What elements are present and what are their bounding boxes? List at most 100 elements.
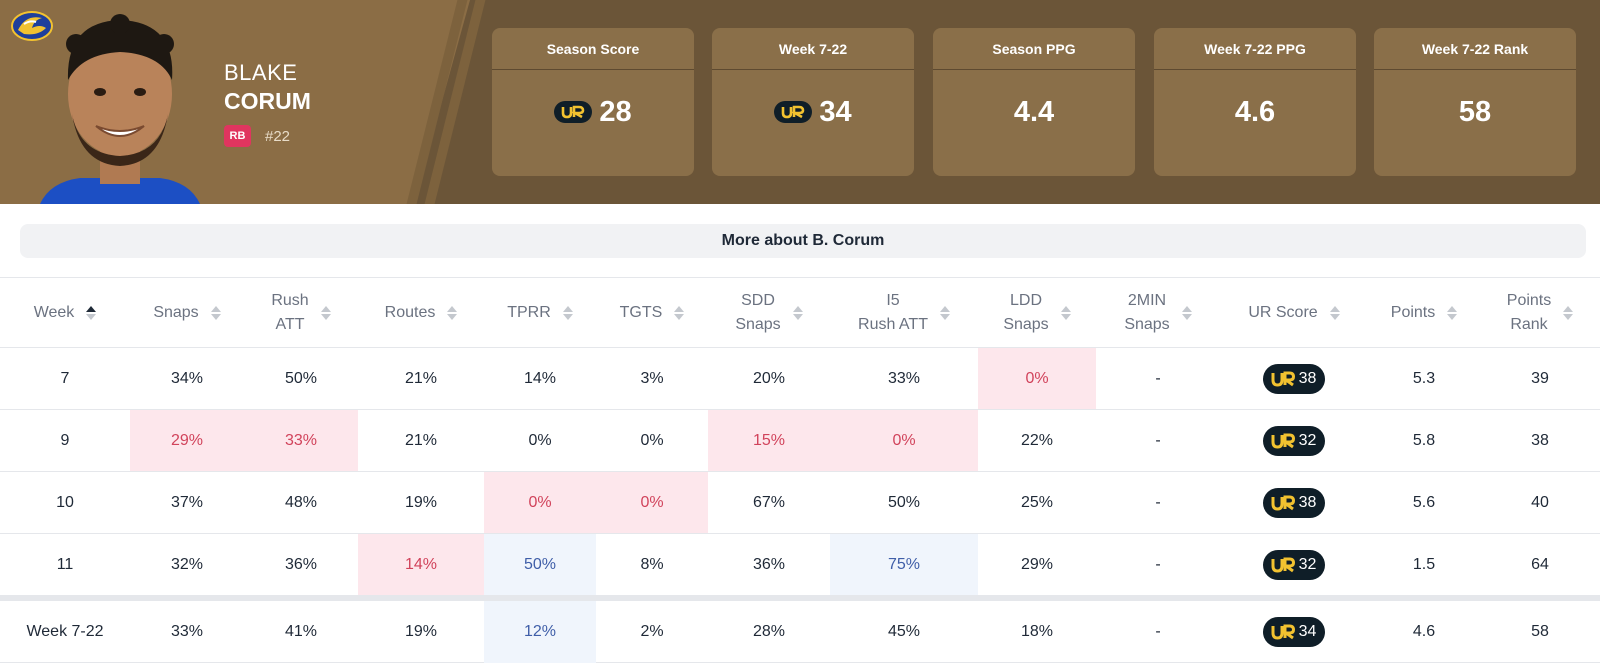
column-header-rush-att[interactable]: Rush ATT: [244, 278, 358, 348]
cell-routes: 19%: [404, 493, 438, 511]
ur-logo-icon: [1271, 371, 1299, 387]
cell-points: 1.5: [1412, 555, 1436, 573]
column-header-snaps[interactable]: Snaps: [130, 278, 244, 348]
cell-2min-snaps: -: [1155, 623, 1161, 640]
cell-rush-att: 33%: [244, 410, 358, 471]
player-header: BLAKE CORUM RB #22 Season Score 28 Week …: [0, 0, 1600, 204]
cell-i5-rush-att: 33%: [887, 369, 921, 387]
table-body: 7 34% 50% 21% 14% 3% 20% 33% 0% -38 5.3 39 9 29% 33% 21…: [0, 348, 1600, 596]
cell-points-rank: 38: [1531, 431, 1549, 449]
ur-logo-icon: [1271, 433, 1299, 449]
cell-ur-score: 32: [1220, 410, 1368, 471]
stat-card-value: 28: [492, 70, 694, 154]
cell-rush-att: 41%: [284, 623, 318, 640]
stat-card-season-ppg: Season PPG 4.4: [933, 28, 1135, 176]
table-header: Week Snaps Rush ATT Routes TPRR TGTS SDD Snaps I5…: [0, 278, 1600, 348]
column-header-ur-score[interactable]: UR Score: [1220, 278, 1368, 348]
table-row: 7 34% 50% 21% 14% 3% 20% 33% 0% - 38 5.3 39: [0, 348, 1600, 410]
total-separator: [0, 596, 1600, 601]
sort-icon[interactable]: [939, 305, 950, 321]
cell-snaps: 29%: [130, 410, 244, 471]
cell-sdd-snaps: 28%: [752, 623, 786, 640]
cell-snaps: 34%: [170, 369, 204, 387]
sort-icon[interactable]: [1060, 305, 1071, 321]
sort-icon[interactable]: [447, 305, 458, 321]
ur-logo-icon: [554, 101, 593, 123]
sort-icon[interactable]: [1563, 305, 1574, 321]
cell-ldd-snaps: 18%: [1020, 623, 1054, 640]
cell-points: 5.6: [1412, 493, 1436, 511]
column-header-ldd-snaps[interactable]: LDD Snaps: [978, 278, 1096, 348]
cell-tprr: 12%: [484, 601, 596, 663]
cell-points-rank: 64: [1531, 555, 1549, 573]
stat-card-value: 4.6: [1234, 95, 1276, 128]
cell-points: 4.6: [1412, 623, 1436, 640]
sort-icon[interactable]: [792, 305, 803, 321]
ur-logo-icon: [1271, 557, 1299, 573]
cell-week: 7: [60, 369, 70, 387]
stat-card-title: Week 7-22: [712, 28, 914, 70]
more-about-button[interactable]: More about B. Corum: [20, 224, 1586, 258]
sort-icon[interactable]: [320, 305, 331, 321]
cell-points-rank: 58: [1531, 623, 1549, 640]
cell-week: 9: [60, 431, 70, 449]
stat-card-week-rank: Week 7-22 Rank 58: [1374, 28, 1576, 176]
column-header-label: SDD Snaps: [735, 292, 781, 333]
cell-routes: 21%: [404, 369, 438, 387]
cell-tgts: 0%: [596, 472, 708, 533]
cell-tprr: 0%: [528, 431, 552, 449]
sort-icon[interactable]: [1447, 305, 1458, 321]
cell-points: 5.8: [1412, 431, 1436, 449]
stat-card-week-score: Week 7-22 34: [712, 28, 914, 176]
stat-card-title: Season PPG: [933, 28, 1135, 70]
player-headshot: [40, 14, 200, 204]
cell-ur-score: 38: [1220, 348, 1368, 409]
cell-ldd-snaps: 29%: [1020, 555, 1054, 573]
column-header-2min-snaps[interactable]: 2MIN Snaps: [1096, 278, 1220, 348]
cell-i5-rush-att: 50%: [887, 493, 921, 511]
week-score-value: 34: [819, 95, 852, 128]
jersey-number: #22: [265, 128, 291, 145]
cell-week: Week 7-22: [26, 623, 104, 640]
sort-icon[interactable]: [1181, 305, 1192, 321]
column-header-label: TPRR: [507, 304, 551, 321]
column-header-i5-rush-att[interactable]: I5 Rush ATT: [830, 278, 978, 348]
cell-i5-rush-att: 75%: [830, 534, 978, 595]
sort-ascending-icon[interactable]: [86, 305, 97, 321]
cell-rush-att: 48%: [284, 493, 318, 511]
column-header-points[interactable]: Points: [1368, 278, 1480, 348]
column-header-points-rank[interactable]: Points Rank: [1480, 278, 1600, 348]
column-header-tprr[interactable]: TPRR: [484, 278, 596, 348]
position-badge: RB: [224, 125, 251, 147]
ur-score-badge: 32: [1262, 549, 1326, 580]
table-row: 10 37% 48% 19% 0% 0% 67% 50% 25% - 38 5.6 40: [0, 472, 1600, 534]
cell-routes: 21%: [404, 431, 438, 449]
sort-icon[interactable]: [210, 305, 221, 321]
column-header-week[interactable]: Week: [0, 278, 130, 348]
stat-card-title: Week 7-22 PPG: [1154, 28, 1356, 70]
column-header-label: Points Rank: [1506, 292, 1552, 333]
cell-2min-snaps: -: [1155, 493, 1161, 511]
cell-i5-rush-att: 45%: [887, 623, 921, 640]
ur-logo-icon: [1271, 624, 1299, 640]
column-header-sdd-snaps[interactable]: SDD Snaps: [708, 278, 830, 348]
column-header-label: TGTS: [619, 304, 663, 321]
cell-points: 5.3: [1412, 369, 1436, 387]
cell-ur-score: 32: [1220, 534, 1368, 595]
stat-card-title: Season Score: [492, 28, 694, 70]
sort-icon[interactable]: [1329, 305, 1340, 321]
ur-score-badge: 38: [1262, 487, 1326, 518]
cell-routes: 19%: [404, 623, 438, 640]
cell-ldd-snaps: 0%: [978, 348, 1096, 409]
column-header-label: I5 Rush ATT: [858, 292, 928, 333]
cell-sdd-snaps: 67%: [752, 493, 786, 511]
stat-card-value: 4.4: [1013, 95, 1055, 128]
column-header-routes[interactable]: Routes: [358, 278, 484, 348]
sort-icon[interactable]: [674, 305, 685, 321]
cell-tprr: 0%: [484, 472, 596, 533]
column-header-tgts[interactable]: TGTS: [596, 278, 708, 348]
column-header-label: Week: [33, 304, 75, 321]
sort-icon[interactable]: [562, 305, 573, 321]
cell-2min-snaps: -: [1155, 431, 1161, 449]
divider: [0, 277, 1600, 278]
